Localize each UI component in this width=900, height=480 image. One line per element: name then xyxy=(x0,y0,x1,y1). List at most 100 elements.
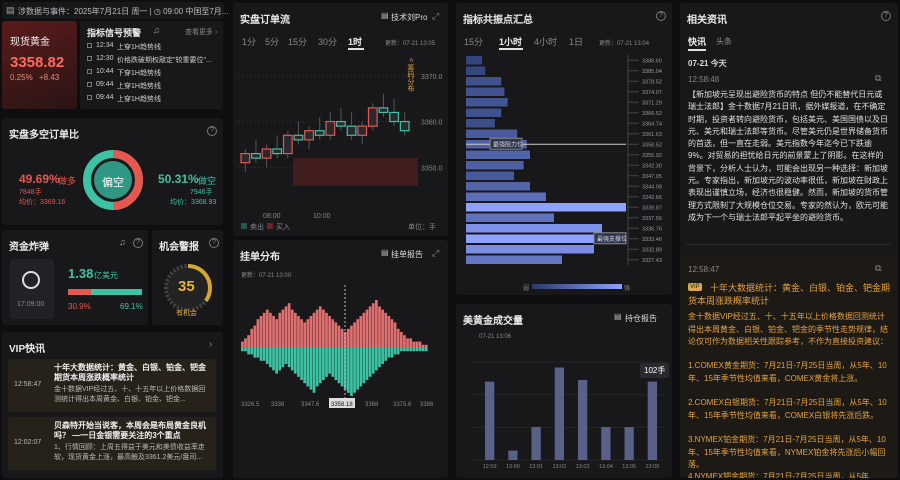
tab-flash[interactable]: 快讯 xyxy=(688,37,707,47)
bid-bar xyxy=(244,348,247,352)
current-price-badge xyxy=(329,398,355,408)
resonance-bar xyxy=(466,129,518,138)
news-title: 相关资讯 xyxy=(687,15,727,26)
ask-bar xyxy=(334,322,338,348)
signal-row[interactable]: 09:44 上穿1H趋势线 xyxy=(87,93,219,105)
ask-bar xyxy=(250,328,254,348)
help-icon[interactable]: ? xyxy=(207,126,217,136)
x-tick: 13:04 xyxy=(599,464,613,470)
bid-bar xyxy=(331,348,335,377)
resonance-updated: 更新：07-21 13:04 xyxy=(599,41,650,47)
bid-bar xyxy=(390,348,394,358)
help-icon[interactable]: ? xyxy=(656,11,666,21)
ask-bar xyxy=(293,312,297,348)
volume-report-link[interactable]: 持仓报告 xyxy=(625,314,657,323)
candle-body xyxy=(272,148,283,155)
spot-gold-card[interactable]: 现货黄金 3358.82 0.25% +8.43 xyxy=(2,21,77,109)
report-icon[interactable]: ▤ xyxy=(381,248,389,257)
level-tick: 3339.87 xyxy=(642,205,662,211)
bid-bar xyxy=(412,348,416,352)
resonance-bar xyxy=(466,234,626,243)
news-item[interactable]: 12:58:48 ⧉ 【新加坡元呈现出避险货币的特点 但仍不能替代日元或瑞士法郎… xyxy=(686,69,892,245)
tech-icon[interactable]: ▤ xyxy=(381,11,389,20)
resonance-bar xyxy=(466,119,495,128)
top-events-bar[interactable]: ▤ 涉数据与事件：2025年7月21日 周一 | ◷ 09:00 中国至7月..… xyxy=(2,2,228,19)
volume-bar xyxy=(531,427,541,460)
tab-4[interactable]: 1时 xyxy=(348,37,363,47)
chip-toggle[interactable]: < 筹码分布 xyxy=(407,58,414,93)
bell-icon[interactable]: ♫ xyxy=(153,25,160,35)
signals-more-link[interactable]: 查看更多 › xyxy=(185,29,218,36)
strength-gradient xyxy=(532,284,622,289)
bid-bar xyxy=(421,348,425,352)
resonance-bar xyxy=(466,77,502,86)
vip-item[interactable]: 12:58:47 十年大数据统计：黄金、白银、铂金、钯金期货本周涨跌概率统计 金十数… xyxy=(8,359,216,412)
resonance-bar xyxy=(466,224,602,233)
help-icon[interactable]: ? xyxy=(209,238,219,248)
tab-2[interactable]: 4小时 xyxy=(534,37,558,47)
volume-bar xyxy=(647,381,658,460)
alert-gauge xyxy=(164,264,212,312)
bid-bar xyxy=(403,348,406,352)
signal-row[interactable]: 12:30 价格跌破期权敲定"较重要位"... xyxy=(87,54,219,66)
report-icon[interactable]: ▤ xyxy=(614,312,622,321)
bid-bar xyxy=(353,348,356,393)
bid-bar xyxy=(371,348,375,374)
bid-bar xyxy=(359,348,363,387)
tab-0[interactable]: 1分 xyxy=(242,37,257,47)
x-tick: 13:03 xyxy=(576,464,590,470)
tab-1[interactable]: 1小时 xyxy=(499,37,523,47)
tab-2[interactable]: 15分 xyxy=(288,37,308,47)
long-pct: 49.69% xyxy=(19,172,60,186)
tab-0[interactable]: 15分 xyxy=(464,37,484,47)
news-item-vip[interactable]: 12:58:47 ⧉ VIP 十年大数据统计：黄金、白银、铂金、钯金期货本周涨跌… xyxy=(680,256,898,478)
vip-item-title: 十年大数据统计：黄金、白银、铂金、钯金期货本周涨跌概率统计 xyxy=(54,363,206,382)
tab-3[interactable]: 30分 xyxy=(318,37,338,47)
help-icon[interactable]: ? xyxy=(881,11,891,21)
share-icon[interactable]: ⧉ xyxy=(875,73,882,83)
signal-row[interactable]: 12:34 上穿1H趋势线 xyxy=(87,41,219,53)
flow-ratio-bar xyxy=(68,289,142,295)
key-label-resistance: 最强阻力位 xyxy=(493,140,523,148)
share-icon[interactable]: ⧉ xyxy=(875,263,882,273)
expand-icon[interactable]: ⤢ xyxy=(432,11,440,21)
short-avg: 均价：3368.93 xyxy=(170,199,217,206)
signal-row[interactable]: 09:44 上穿1H趋势线 xyxy=(87,80,219,92)
bid-bar xyxy=(312,348,316,393)
bid-bar xyxy=(325,348,328,377)
vip-time: 12:02:07 xyxy=(14,439,42,446)
ask-bar xyxy=(403,335,406,348)
tech-link[interactable]: 技术刘Pro xyxy=(391,13,428,22)
bid-bar xyxy=(340,348,344,387)
level-tick: 3361.63 xyxy=(642,132,662,138)
resonance-bar xyxy=(466,255,562,264)
x-tick: 13:05 xyxy=(622,464,636,470)
help-icon[interactable]: ? xyxy=(133,238,143,248)
long-short-panel: 实盘多空订单比 ? 49.69% 做多 7848手 均价：3369.16 偏空 … xyxy=(2,118,223,225)
signal-row[interactable]: 10:44 下穿1H趋势线 xyxy=(87,67,219,79)
flow-red-pct: 30.9% xyxy=(68,302,91,311)
volume-title: 美黄金成交量 xyxy=(463,316,523,327)
x-tick: 13:06 xyxy=(645,464,659,470)
level-tick: 3333.46 xyxy=(642,237,662,243)
vip-item[interactable]: 12:02:07 贝森特开始当说客，本周会是布局黄金良机吗？ —一日金银需要关注的… xyxy=(8,417,216,470)
news-time: 12:58:47 xyxy=(688,265,720,274)
expand-icon[interactable]: ⤢ xyxy=(432,248,440,258)
level-tick: 3355.92 xyxy=(642,153,662,159)
ask-bar xyxy=(322,309,325,348)
level-tick: 3385.04 xyxy=(642,69,662,75)
bid-bar xyxy=(318,348,322,384)
tab-1[interactable]: 5分 xyxy=(265,37,280,47)
x-tick: 13:02 xyxy=(552,464,566,470)
ask-bar xyxy=(415,341,419,348)
ask-bar xyxy=(368,306,372,348)
chips-report-link[interactable]: 挂单报告 xyxy=(391,250,423,259)
signal-text: 上穿1H趋势线 xyxy=(117,83,161,90)
chevron-right-icon[interactable]: › xyxy=(209,339,213,350)
tab-3[interactable]: 1日 xyxy=(569,37,584,47)
tab-headline[interactable]: 头条 xyxy=(716,37,732,46)
resonance-bar xyxy=(466,66,486,75)
profile-block xyxy=(293,158,418,186)
bell-icon[interactable]: ♫ xyxy=(119,237,126,247)
level-tick: 3342.30 xyxy=(642,163,662,169)
